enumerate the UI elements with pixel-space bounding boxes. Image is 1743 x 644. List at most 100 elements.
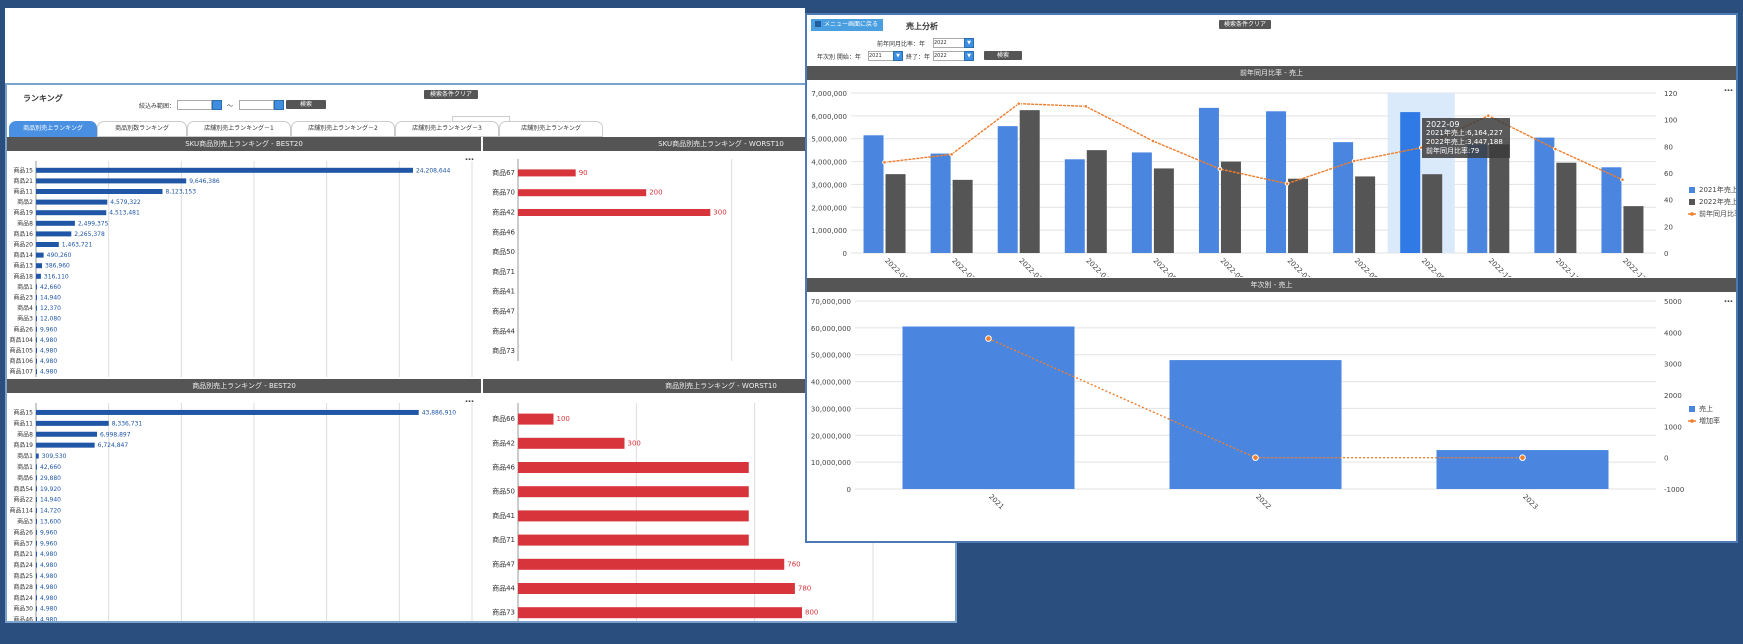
category-label: 商品42: [492, 208, 515, 217]
category-label: 商品73: [492, 346, 515, 355]
tab-1[interactable]: 商品別数ランキング: [97, 121, 187, 137]
bar: [36, 573, 37, 579]
bar: [518, 486, 749, 498]
tab-4[interactable]: 店舗別売上ランキング－3: [395, 121, 499, 137]
yearly-sales-chart: 0 10,000,000 20,000,000 30,000,000 40,000,00…: [811, 298, 1720, 511]
chevron-down-icon[interactable]: ▼: [964, 51, 974, 61]
data-label: 4,980: [40, 358, 57, 365]
y-tick-label: 10,000,000: [811, 459, 851, 467]
category-label: 商品21: [13, 177, 33, 185]
bar: [36, 337, 37, 343]
bar: [1220, 161, 1241, 253]
end-year-label: 終了：年: [906, 54, 931, 61]
search-button[interactable]: 検索: [984, 51, 1022, 60]
category-label: 商品67: [492, 168, 515, 177]
y-tick-label: 60,000,000: [811, 325, 851, 333]
search-button[interactable]: 検索: [286, 100, 326, 109]
chart-menu-icon[interactable]: …: [1724, 84, 1733, 94]
category-label: 商品14: [13, 251, 33, 259]
data-label: 4,980: [40, 617, 57, 623]
data-label: 4,980: [40, 562, 57, 569]
x-tick-label: 2022-11: [1554, 257, 1580, 277]
data-label: 316,110: [44, 273, 69, 280]
data-label: 4,579,322: [110, 199, 141, 206]
data-label: 8,123,153: [165, 189, 196, 196]
category-label: 商品46: [13, 616, 33, 623]
data-label: 490,260: [47, 252, 72, 259]
tab-5[interactable]: 店舗別売上ランキング: [499, 121, 603, 137]
bar: [1400, 112, 1421, 253]
y-tick-label: 2,000,000: [811, 204, 847, 212]
end-year-select[interactable]: 2022: [933, 51, 965, 61]
data-label: 200: [649, 189, 662, 197]
category-label: 商品22: [13, 496, 33, 504]
bar: [36, 518, 37, 524]
category-label: 商品16: [13, 230, 33, 238]
bar: [1288, 178, 1309, 253]
data-label: 12,370: [40, 305, 61, 312]
category-label: 商品1: [17, 463, 33, 471]
category-label: 商品30: [13, 605, 33, 613]
calendar-icon[interactable]: [274, 100, 284, 110]
x-tick-label: 2021: [987, 493, 1005, 511]
panel-item-best-title: 商品別売上ランキング - BEST20: [7, 379, 481, 393]
bar: [36, 348, 37, 353]
category-label: 商品26: [13, 325, 33, 333]
tab-0[interactable]: 商品別売上ランキング: [9, 121, 97, 137]
bar: [518, 189, 647, 197]
calendar-icon[interactable]: [212, 100, 222, 110]
data-label: 4,980: [40, 573, 57, 580]
menu-icon: [815, 21, 821, 27]
bar: [1422, 174, 1443, 253]
x-tick-label: 2022-03: [1017, 257, 1043, 277]
data-label: 4,980: [40, 606, 57, 613]
bar: [1131, 152, 1152, 253]
clear-conditions-button[interactable]: 検索条件クリア: [424, 90, 478, 99]
bar: [36, 409, 419, 415]
x-tick-label: 2022-07: [1286, 257, 1312, 277]
bar: [997, 126, 1018, 253]
category-label: 商品114: [10, 507, 34, 515]
data-label: 4,980: [40, 551, 57, 558]
back-to-menu-button[interactable]: メニュー画面に戻る: [811, 19, 883, 31]
yoy-label: 前年同月比率：年: [877, 41, 926, 48]
y2-tick-label: 0: [1664, 455, 1668, 463]
bar: [36, 475, 37, 481]
range-separator: ～: [227, 103, 234, 110]
clear-conditions-button[interactable]: 検索条件クリア: [1219, 20, 1271, 29]
data-label: 9,960: [40, 540, 57, 547]
tab-3[interactable]: 店舗別売上ランキング－2: [291, 121, 395, 137]
bar: [518, 413, 554, 425]
category-label: 商品44: [492, 326, 515, 335]
bar: [36, 273, 41, 279]
bar: [1556, 162, 1577, 253]
category-label: 商品15: [13, 166, 33, 174]
period-start-input[interactable]: [177, 100, 212, 110]
chevron-down-icon[interactable]: ▼: [893, 51, 903, 61]
legend-label: 売上: [1699, 404, 1713, 413]
period-end-input[interactable]: [239, 100, 274, 110]
line-point: [1553, 146, 1558, 152]
category-label: 商品73: [492, 608, 515, 617]
tab-2[interactable]: 店舗別売上ランキング－1: [187, 121, 291, 137]
legend-label: 前年同月比率: [1699, 209, 1736, 218]
yoy-year-select[interactable]: 2022: [933, 38, 965, 48]
line-point: [1519, 454, 1526, 461]
bar: [36, 242, 59, 247]
category-label: 商品37: [13, 539, 33, 547]
bar: [518, 558, 785, 570]
tooltip-title: 2022-09: [1426, 120, 1460, 129]
panel-menu-icon[interactable]: …: [465, 395, 474, 405]
scroll-indicator: [452, 116, 510, 121]
panel-menu-icon[interactable]: …: [465, 153, 474, 163]
data-label: 13,600: [40, 518, 61, 525]
sku-worst-chart: 商品67 90 商品70 200 商品42 300 商品46 商品50 商品71 商品41 商品47…: [492, 159, 946, 361]
chevron-down-icon[interactable]: ▼: [964, 38, 974, 48]
start-year-select[interactable]: 2021: [868, 51, 894, 61]
bar: [885, 174, 906, 253]
chart-menu-icon[interactable]: …: [1724, 295, 1733, 305]
bar: [930, 153, 951, 253]
bar: [36, 220, 75, 226]
data-label: 4,513,481: [109, 210, 140, 217]
data-label: 9,960: [40, 326, 57, 333]
